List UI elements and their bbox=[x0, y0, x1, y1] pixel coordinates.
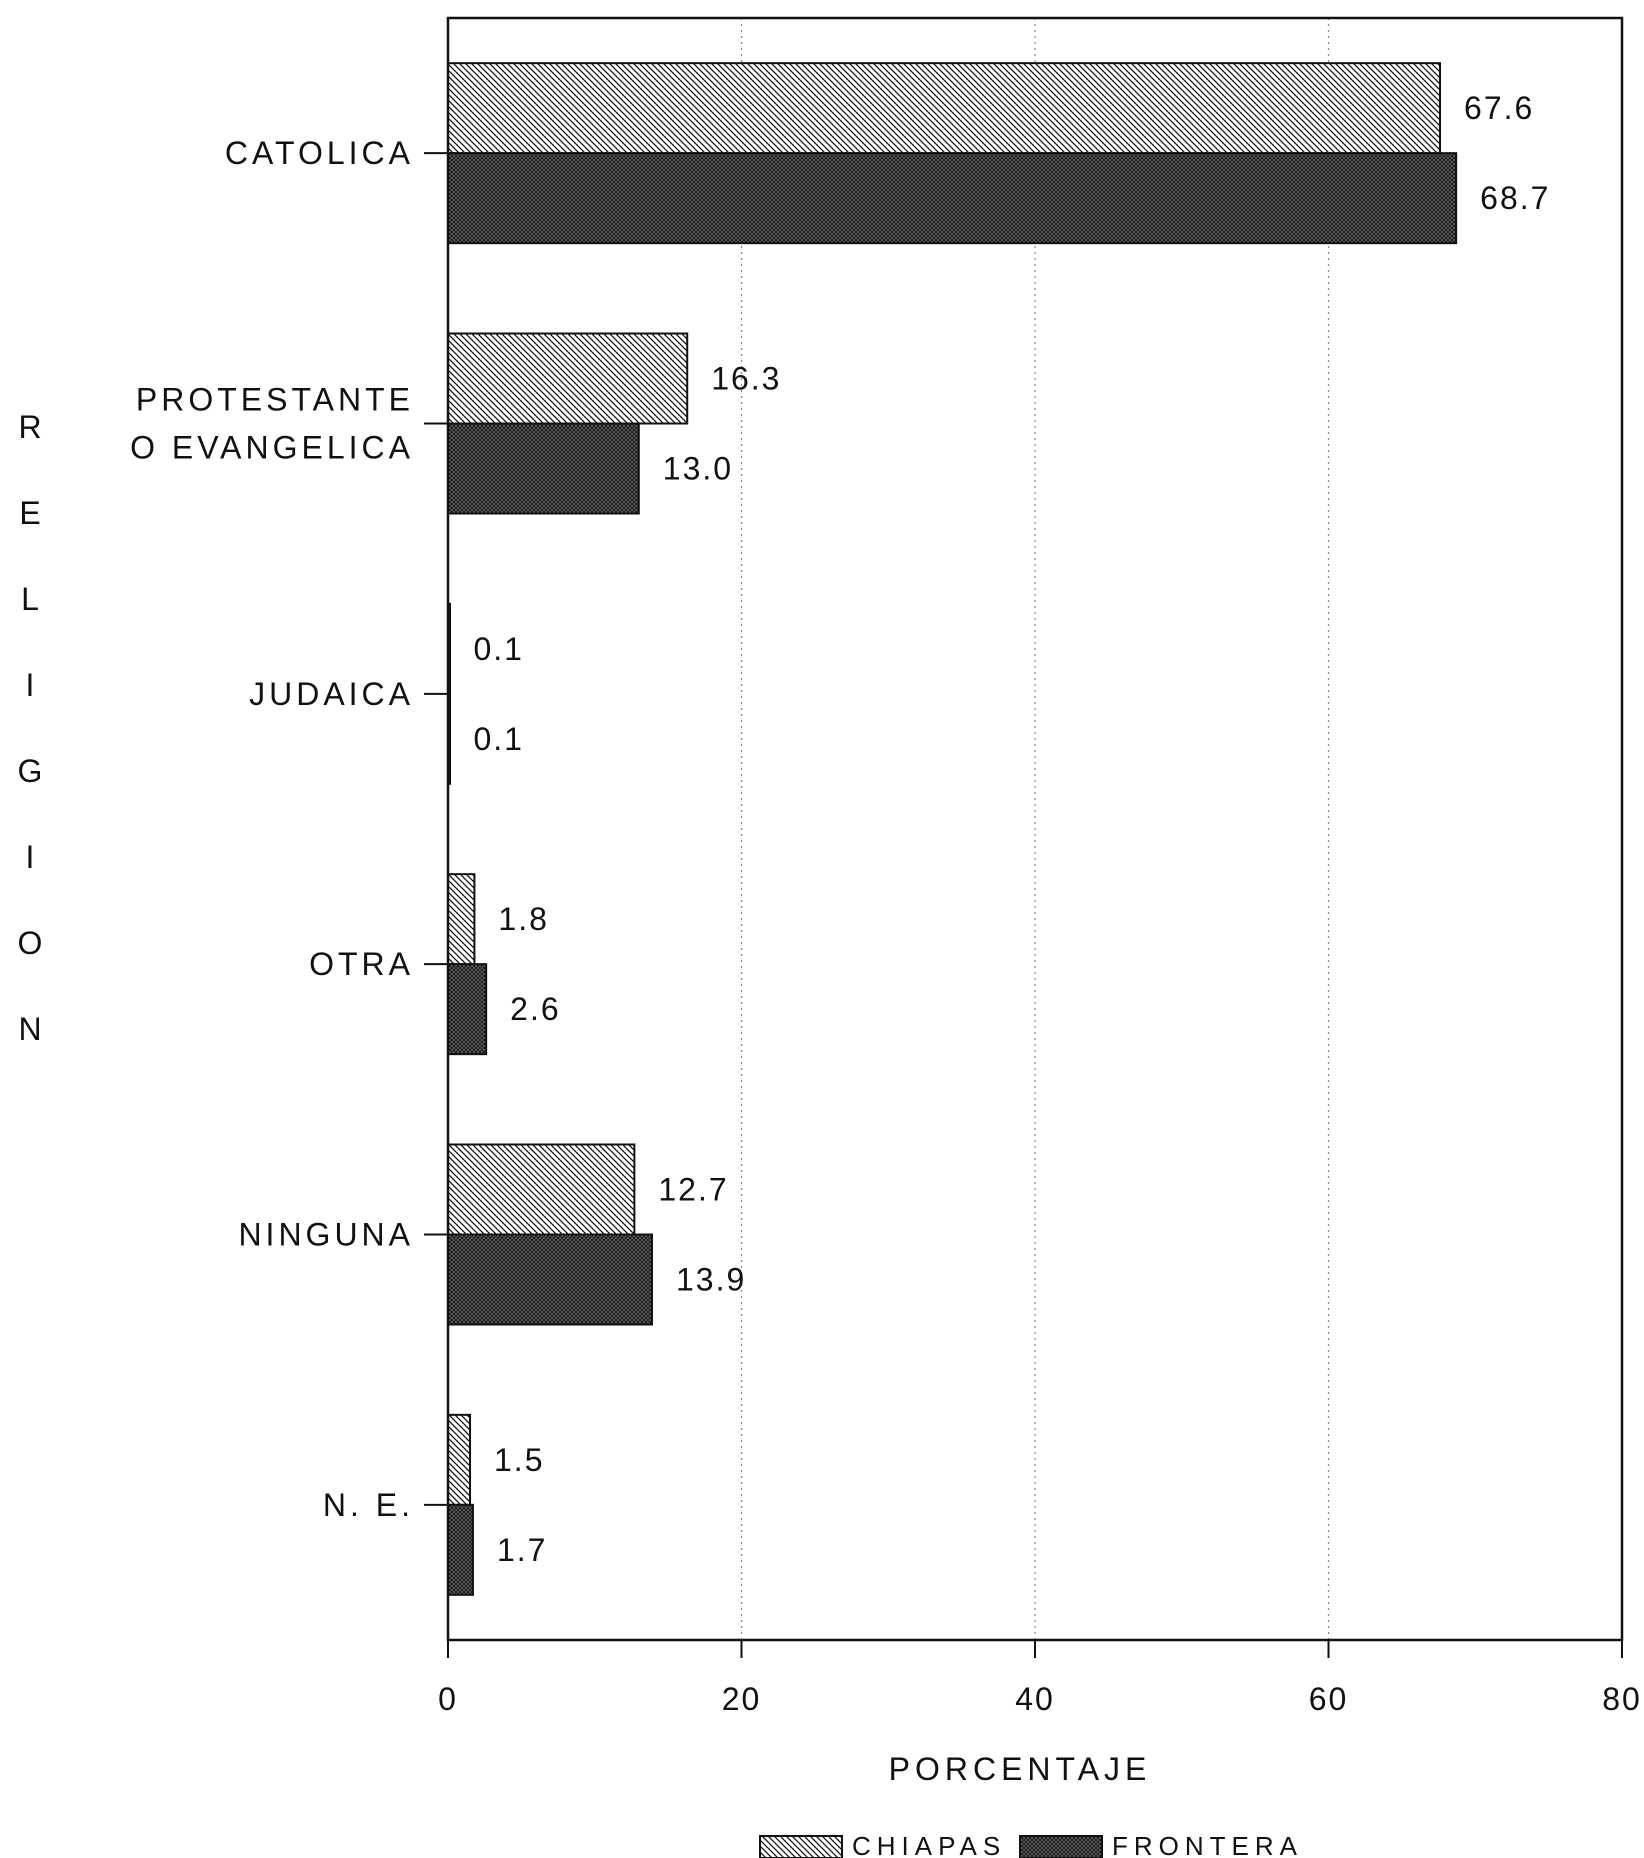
labels: 67.6 68.7 CATOLICA 16.3 13.0 PROTESTANTE O EVA… bbox=[130, 90, 1642, 1717]
data-label-frontera: 13.0 bbox=[663, 451, 733, 487]
data-label-frontera: 2.6 bbox=[510, 991, 560, 1027]
bar-chiapas bbox=[447, 1143, 636, 1236]
data-label-chiapas: 1.5 bbox=[494, 1442, 544, 1478]
data-label-frontera: 0.1 bbox=[473, 721, 523, 757]
bar-chiapas bbox=[447, 332, 689, 425]
y-axis-title-letter: I bbox=[26, 667, 35, 703]
y-axis-title-letter: R bbox=[18, 409, 41, 445]
bar-frontera bbox=[447, 963, 488, 1056]
x-tick-label: 40 bbox=[1015, 1681, 1055, 1717]
category-label: NINGUNA bbox=[238, 1217, 414, 1253]
y-axis-title-letter: G bbox=[18, 753, 43, 789]
plot-frame bbox=[424, 16, 1624, 1658]
bar-chiapas bbox=[447, 873, 476, 966]
x-tick-label: 0 bbox=[438, 1681, 458, 1717]
data-label-frontera: 13.9 bbox=[676, 1262, 746, 1298]
bar-chiapas bbox=[447, 62, 1442, 155]
y-axis-title-letter: O bbox=[18, 925, 43, 961]
data-label-chiapas: 0.1 bbox=[473, 631, 523, 667]
data-label-chiapas: 16.3 bbox=[711, 361, 781, 397]
bar-frontera bbox=[447, 152, 1458, 245]
bar-chiapas bbox=[447, 1413, 472, 1506]
x-tick-label: 60 bbox=[1309, 1681, 1349, 1717]
y-axis-title-letter: L bbox=[21, 581, 39, 617]
category-label: O EVANGELICA bbox=[130, 430, 414, 466]
y-axis-title: R E L I G I O N bbox=[18, 409, 43, 1047]
category-label: PROTESTANTE bbox=[136, 382, 414, 418]
category-label: JUDAICA bbox=[249, 676, 414, 712]
category-label: CATOLICA bbox=[225, 135, 414, 171]
y-axis-title-letter: N bbox=[18, 1011, 41, 1047]
x-tick-label: 20 bbox=[722, 1681, 762, 1717]
data-label-frontera: 68.7 bbox=[1480, 180, 1550, 216]
legend-label-frontera: FRONTERA bbox=[1112, 1831, 1303, 1858]
data-label-chiapas: 67.6 bbox=[1464, 90, 1534, 126]
bar-frontera bbox=[447, 1503, 474, 1596]
data-label-chiapas: 12.7 bbox=[658, 1172, 728, 1208]
bar-frontera bbox=[447, 1233, 653, 1326]
legend-swatch-frontera bbox=[1019, 1835, 1103, 1858]
legend-swatch-chiapas bbox=[759, 1835, 843, 1858]
data-label-frontera: 1.7 bbox=[497, 1532, 547, 1568]
category-label: OTRA bbox=[309, 946, 414, 982]
gridlines bbox=[740, 18, 1330, 1640]
category-label: N. E. bbox=[323, 1487, 414, 1523]
legend: CHIAPAS FRONTERA bbox=[759, 1831, 1303, 1858]
x-tick-label: 80 bbox=[1602, 1681, 1642, 1717]
bar-frontera bbox=[447, 422, 640, 515]
x-axis-title: PORCENTAJE bbox=[889, 1751, 1152, 1787]
y-axis-title-letter: E bbox=[19, 495, 40, 531]
legend-label-chiapas: CHIAPAS bbox=[852, 1831, 1006, 1858]
bars bbox=[447, 62, 1458, 1596]
y-axis-title-letter: I bbox=[26, 839, 35, 875]
data-label-chiapas: 1.8 bbox=[498, 901, 548, 937]
